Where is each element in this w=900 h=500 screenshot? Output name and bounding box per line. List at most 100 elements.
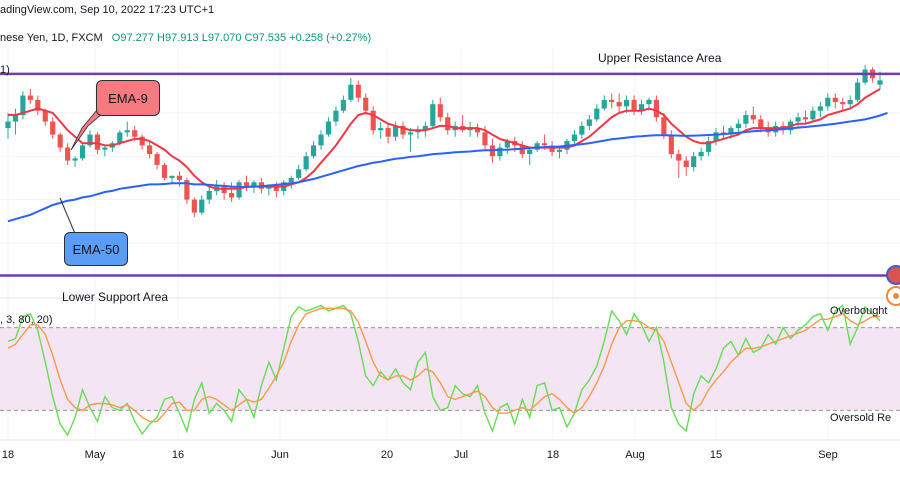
- candle-body[interactable]: [847, 99, 853, 105]
- candle-body[interactable]: [743, 115, 749, 124]
- candle-body[interactable]: [161, 164, 168, 178]
- candle-body[interactable]: [124, 130, 130, 133]
- candle-body[interactable]: [325, 121, 332, 135]
- candle-body[interactable]: [855, 82, 861, 100]
- candle-body[interactable]: [825, 97, 831, 107]
- candle-body[interactable]: [624, 99, 630, 107]
- candle-body[interactable]: [474, 128, 481, 133]
- candle-body[interactable]: [147, 145, 153, 155]
- candle-body[interactable]: [661, 117, 667, 135]
- candle-body[interactable]: [407, 132, 414, 135]
- candle-body[interactable]: [519, 145, 525, 155]
- candle-body[interactable]: [586, 119, 592, 126]
- candle-body[interactable]: [445, 117, 451, 131]
- candle-body[interactable]: [236, 182, 242, 198]
- header-symbol[interactable]: nese Yen, 1D, FXCM: [0, 32, 103, 44]
- candle-body[interactable]: [571, 134, 578, 142]
- candle-body[interactable]: [705, 141, 712, 152]
- candle-body[interactable]: [132, 130, 138, 137]
- candle-body[interactable]: [758, 119, 764, 129]
- candle-body[interactable]: [467, 128, 473, 131]
- candle-body[interactable]: [415, 130, 421, 133]
- ema50-callout[interactable]: EMA-50: [64, 232, 128, 266]
- candle-body[interactable]: [348, 84, 354, 100]
- candle-body[interactable]: [251, 182, 257, 187]
- candle-body[interactable]: [117, 132, 123, 144]
- candle-body[interactable]: [79, 145, 86, 159]
- candle-body[interactable]: [646, 99, 652, 105]
- candle-body[interactable]: [385, 128, 391, 137]
- candle-body[interactable]: [35, 99, 41, 111]
- candle-body[interactable]: [728, 128, 734, 135]
- candle-body[interactable]: [378, 128, 384, 131]
- candle-body[interactable]: [184, 180, 190, 200]
- candle-body[interactable]: [139, 136, 145, 146]
- candle-body[interactable]: [20, 95, 26, 116]
- candle-body[interactable]: [504, 141, 510, 148]
- candle-body[interactable]: [542, 143, 548, 146]
- candle-body[interactable]: [691, 156, 697, 168]
- candle-body[interactable]: [817, 106, 823, 111]
- ema-9-line[interactable]: [8, 88, 881, 190]
- candle-body[interactable]: [243, 182, 250, 187]
- candle-body[interactable]: [50, 121, 56, 135]
- stoch-d-line[interactable]: [7, 307, 880, 423]
- candle-body[interactable]: [534, 143, 540, 150]
- candle-body[interactable]: [72, 158, 78, 161]
- candle-body[interactable]: [422, 125, 428, 131]
- candle-body[interactable]: [57, 134, 63, 148]
- candle-body[interactable]: [698, 151, 704, 157]
- candle-body[interactable]: [840, 102, 846, 105]
- candle-body[interactable]: [683, 160, 689, 168]
- candle-body[interactable]: [333, 110, 339, 122]
- candle-body[interactable]: [750, 115, 756, 120]
- ema9-callout[interactable]: EMA-9: [96, 80, 160, 116]
- candle-body[interactable]: [87, 134, 93, 146]
- candle-body[interactable]: [296, 169, 302, 178]
- candle-body[interactable]: [549, 145, 555, 152]
- candle-body[interactable]: [862, 69, 868, 83]
- candle-body[interactable]: [832, 97, 838, 103]
- candle-body[interactable]: [735, 123, 741, 129]
- candle-body[interactable]: [594, 108, 600, 120]
- candle-body[interactable]: [206, 190, 212, 200]
- candle-body[interactable]: [102, 147, 108, 150]
- candle-body[interactable]: [154, 154, 160, 165]
- event-icon[interactable]: [886, 286, 900, 306]
- candle-body[interactable]: [877, 80, 883, 85]
- candle-body[interactable]: [65, 147, 71, 161]
- candle-body[interactable]: [176, 175, 183, 181]
- candle-body[interactable]: [27, 95, 33, 100]
- candle-body[interactable]: [556, 149, 563, 152]
- candle-body[interactable]: [288, 177, 294, 183]
- candle-body[interactable]: [400, 125, 406, 135]
- candle-body[interactable]: [527, 149, 533, 155]
- candle-body[interactable]: [363, 97, 369, 111]
- candle-body[interactable]: [310, 145, 317, 157]
- candle-body[interactable]: [631, 99, 637, 111]
- candle-body[interactable]: [273, 186, 279, 191]
- candle-body[interactable]: [579, 125, 585, 135]
- candle-body[interactable]: [5, 121, 11, 129]
- candle-body[interactable]: [303, 156, 309, 170]
- candle-body[interactable]: [191, 199, 197, 213]
- candle-body[interactable]: [616, 102, 622, 107]
- candle-body[interactable]: [42, 110, 48, 122]
- candle-body[interactable]: [810, 110, 816, 120]
- candle-body[interactable]: [795, 117, 801, 122]
- candle-body[interactable]: [497, 147, 503, 157]
- candle-body[interactable]: [94, 134, 101, 150]
- ema-50-line[interactable]: [7, 111, 888, 223]
- candle-body[interactable]: [221, 186, 227, 194]
- candle-body[interactable]: [340, 99, 346, 111]
- candle-body[interactable]: [169, 175, 175, 178]
- candle-body[interactable]: [676, 154, 682, 161]
- candle-body[interactable]: [199, 199, 205, 213]
- candle-body[interactable]: [802, 117, 809, 120]
- flag-icon[interactable]: [886, 265, 900, 285]
- candle-body[interactable]: [437, 104, 443, 118]
- candle-body[interactable]: [392, 125, 399, 137]
- candle-body[interactable]: [668, 134, 674, 155]
- candle-body[interactable]: [229, 193, 235, 198]
